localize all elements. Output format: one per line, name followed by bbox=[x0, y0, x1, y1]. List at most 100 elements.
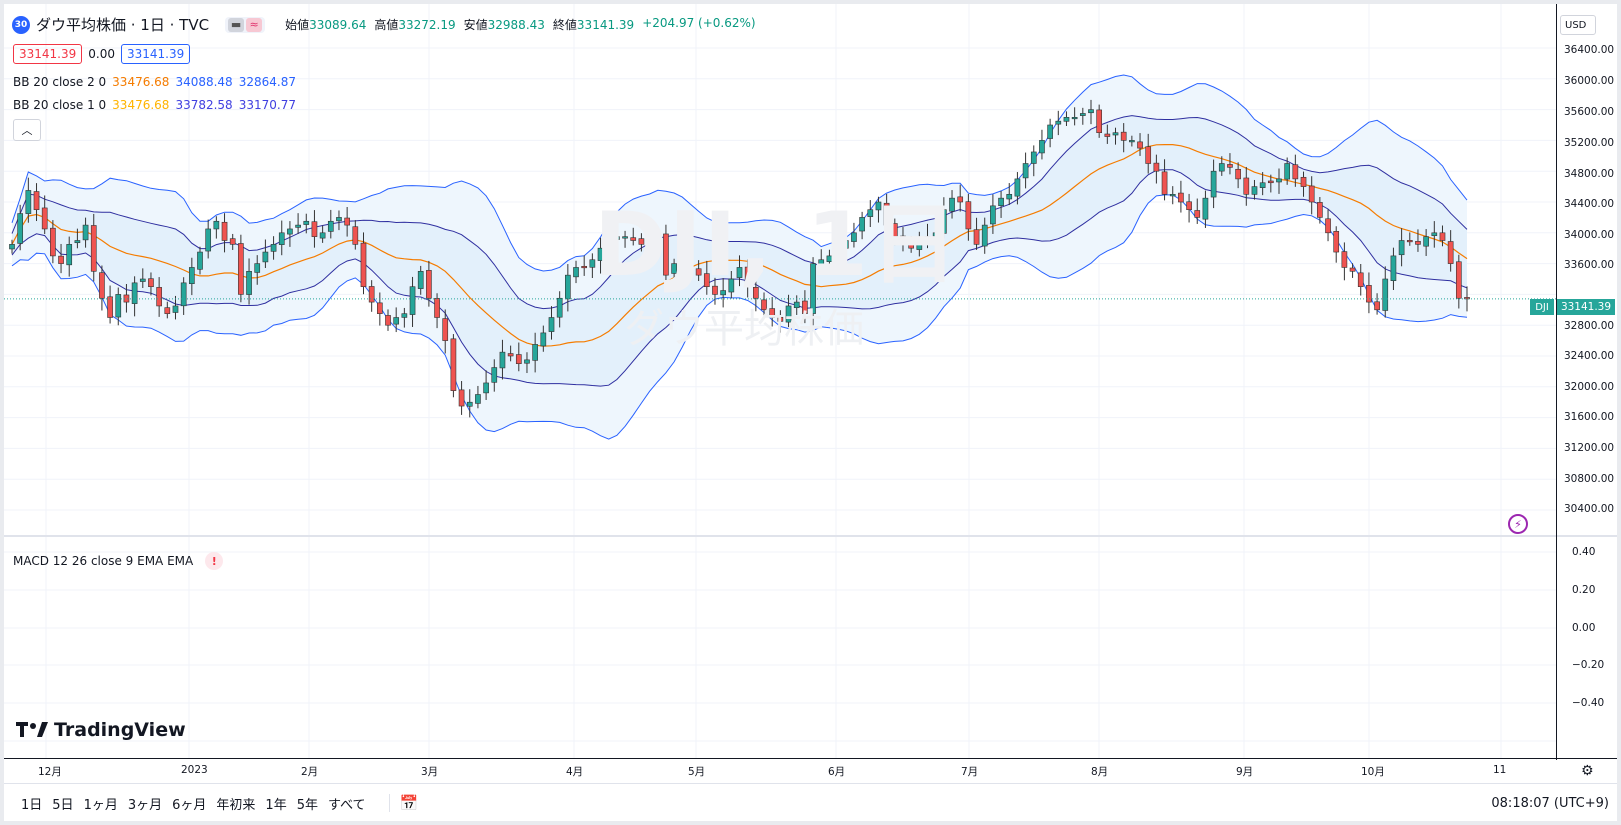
macd-tick-label: −0.40 bbox=[1572, 697, 1605, 709]
currency-select[interactable]: USD bbox=[1560, 15, 1596, 35]
candle-body bbox=[238, 243, 244, 295]
candle-body bbox=[377, 302, 383, 314]
price-tick-label: 31200.00 bbox=[1564, 442, 1615, 454]
candle bbox=[74, 228, 81, 249]
candle bbox=[1063, 111, 1070, 127]
candle bbox=[1120, 123, 1127, 153]
candle-body bbox=[1325, 218, 1331, 234]
candle bbox=[654, 227, 661, 257]
candle-body bbox=[368, 286, 375, 303]
candle-body bbox=[941, 209, 947, 234]
warning-icon[interactable]: ! bbox=[205, 552, 224, 570]
price-axis[interactable] bbox=[1556, 4, 1617, 760]
candle-body bbox=[327, 220, 334, 232]
candle bbox=[695, 260, 702, 282]
candle-body bbox=[385, 315, 391, 326]
candle bbox=[1088, 99, 1094, 125]
candle-body bbox=[597, 247, 604, 261]
candle-body bbox=[1390, 255, 1397, 281]
candle bbox=[990, 194, 996, 234]
candle-body bbox=[1431, 232, 1438, 236]
candle bbox=[589, 253, 596, 278]
open-label: 始値 bbox=[285, 18, 310, 32]
calendar-icon[interactable]: 📅 bbox=[388, 794, 418, 812]
candle bbox=[875, 196, 882, 223]
approx-icon[interactable]: ≈ bbox=[246, 17, 263, 32]
candle-body bbox=[1251, 186, 1258, 195]
time-axis[interactable] bbox=[4, 758, 1617, 783]
index-badge[interactable]: 30 bbox=[12, 15, 30, 34]
pane-separator[interactable] bbox=[4, 535, 1617, 537]
candle-body bbox=[1218, 163, 1225, 172]
candle-body bbox=[1292, 164, 1299, 180]
bb2-name: BB 20 close 2 0 bbox=[13, 75, 107, 89]
gear-icon[interactable]: ⚙ bbox=[1581, 763, 1594, 779]
candle-body bbox=[393, 317, 400, 325]
tradingview-logo[interactable]: TradingView bbox=[16, 719, 186, 741]
candle bbox=[319, 225, 326, 243]
lightning-icon[interactable]: ⚡ bbox=[1508, 514, 1528, 534]
candle bbox=[164, 301, 171, 319]
candle-body bbox=[229, 238, 236, 245]
candle bbox=[1014, 172, 1021, 205]
candle-body bbox=[1464, 297, 1470, 300]
candle bbox=[1390, 247, 1397, 291]
macd-pane[interactable] bbox=[4, 537, 1556, 758]
bb1-legend[interactable]: BB 20 close 1 0 33476.68 33782.58 33170.… bbox=[13, 98, 296, 112]
candle bbox=[188, 257, 195, 296]
candle bbox=[687, 243, 694, 280]
candle bbox=[450, 334, 457, 398]
macd-legend[interactable]: MACD 12 26 close 9 EMA EMA ! bbox=[13, 552, 224, 570]
candle-body bbox=[761, 299, 767, 311]
candle bbox=[548, 306, 555, 340]
candle-body bbox=[1194, 210, 1201, 218]
price-tick-label: 30800.00 bbox=[1564, 473, 1615, 485]
candle-body bbox=[1055, 120, 1062, 125]
candle-body bbox=[188, 267, 195, 284]
candle-body bbox=[1398, 240, 1405, 256]
minus-icon[interactable]: ▬ bbox=[228, 17, 245, 32]
bb2-upper-line bbox=[11, 74, 1468, 272]
candle bbox=[883, 193, 890, 232]
candle bbox=[1194, 198, 1201, 224]
candle-body bbox=[1276, 178, 1282, 183]
candle-body bbox=[180, 282, 187, 307]
collapse-legend-button[interactable]: ︿ bbox=[13, 119, 41, 141]
candle bbox=[1357, 263, 1364, 296]
symbol-title[interactable]: ダウ平均株価 · 1日 · TVC bbox=[36, 16, 210, 34]
range-1y[interactable]: 1年 bbox=[265, 797, 287, 813]
candle-body bbox=[1455, 261, 1462, 299]
candle-body bbox=[156, 287, 162, 307]
range-1d[interactable]: 1日 bbox=[21, 797, 43, 813]
sell-price[interactable]: 33141.39 bbox=[13, 44, 83, 64]
candle bbox=[90, 213, 97, 282]
time-tick-label: 7月 bbox=[961, 766, 979, 778]
candle bbox=[728, 270, 735, 299]
range-5d[interactable]: 5日 bbox=[52, 797, 74, 813]
candle-body bbox=[205, 228, 212, 252]
candle-body bbox=[1112, 132, 1119, 136]
clock[interactable]: 08:18:07 (UTC+9) bbox=[1491, 795, 1609, 811]
bb2-legend[interactable]: BB 20 close 2 0 33476.68 34088.48 32864.… bbox=[13, 75, 296, 89]
candle bbox=[393, 307, 400, 333]
candle bbox=[924, 223, 931, 249]
range-6m[interactable]: 6ヶ月 bbox=[172, 797, 207, 813]
candle-body bbox=[1308, 185, 1315, 203]
candle-body bbox=[1161, 171, 1168, 195]
candle-body bbox=[25, 190, 32, 214]
candle bbox=[295, 213, 301, 234]
candle-body bbox=[826, 255, 833, 262]
candle-body bbox=[842, 240, 849, 249]
candle bbox=[1251, 179, 1258, 200]
chart-mode-toggles[interactable]: ▬ ≈ bbox=[225, 16, 266, 33]
range-1m[interactable]: 1ヶ月 bbox=[83, 797, 118, 813]
candle bbox=[229, 233, 236, 250]
range-ytd[interactable]: 年初来 bbox=[216, 797, 256, 813]
range-5y[interactable]: 5年 bbox=[296, 797, 318, 813]
range-all[interactable]: すべて bbox=[327, 797, 366, 813]
range-3m[interactable]: 3ヶ月 bbox=[127, 797, 163, 813]
buy-price[interactable]: 33141.39 bbox=[120, 44, 191, 64]
candle bbox=[115, 287, 122, 326]
price-pane[interactable] bbox=[4, 4, 1556, 535]
change-value: +204.97 (+0.62%) bbox=[642, 16, 756, 30]
